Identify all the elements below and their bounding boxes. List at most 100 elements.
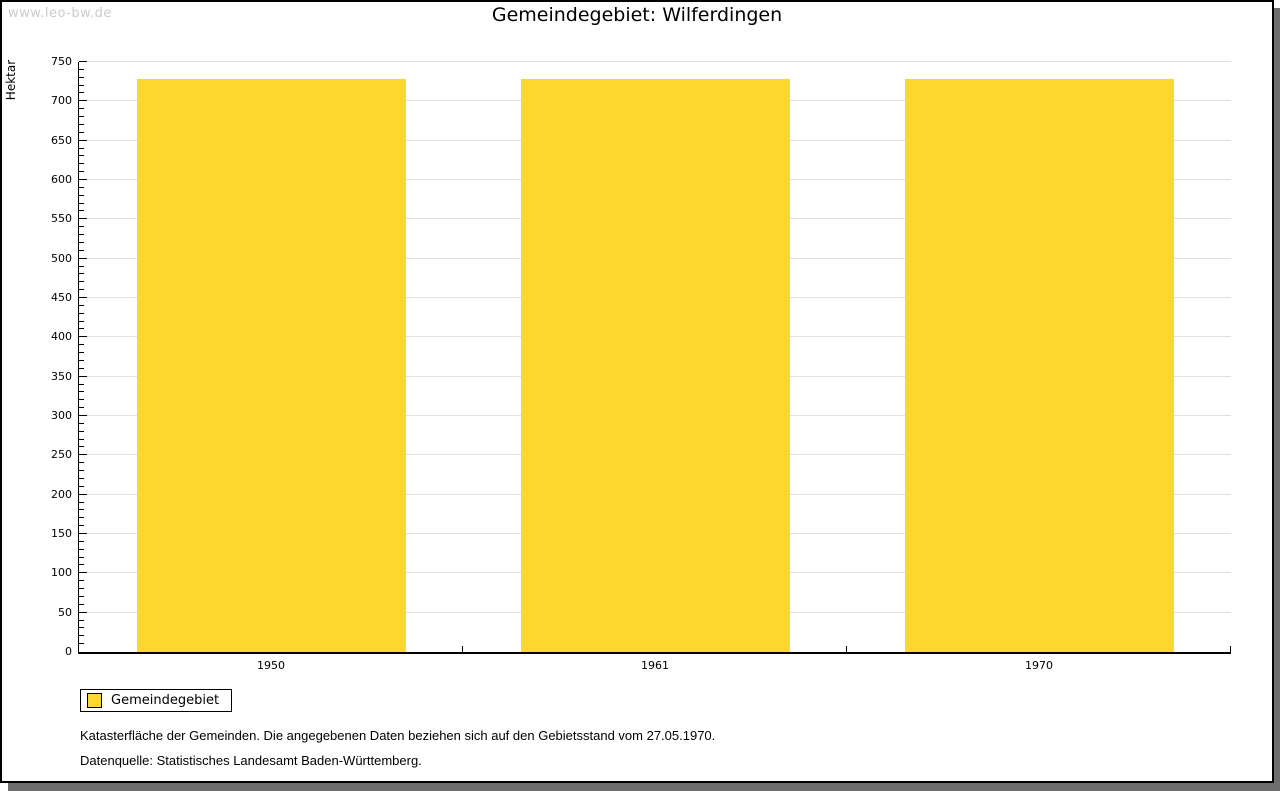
y-tick-label: 50 [58, 605, 72, 619]
x-tick-label: 1950 [257, 659, 285, 672]
shadow-right [1274, 8, 1280, 791]
y-tick-minor [79, 116, 84, 118]
y-tick-minor [79, 588, 84, 590]
y-tick-label: 250 [51, 448, 72, 462]
y-tick-major [79, 179, 87, 180]
y-tick-minor [79, 367, 84, 369]
y-tick-minor [79, 438, 84, 440]
y-tick-minor [79, 540, 84, 542]
y-tick-minor [79, 320, 84, 322]
legend-swatch [87, 693, 102, 708]
y-tick-major [79, 61, 87, 62]
y-tick-minor [79, 462, 84, 464]
y-tick-minor [79, 595, 84, 597]
bar-1970 [905, 79, 1174, 652]
y-tick-label: 200 [51, 487, 72, 501]
gridline [79, 61, 1231, 62]
bar-1950 [137, 79, 406, 652]
y-tick-label: 600 [51, 173, 72, 186]
y-tick-minor [79, 548, 84, 550]
y-tick-minor [79, 281, 84, 283]
y-tick-minor [79, 210, 84, 212]
y-tick-minor [79, 249, 84, 251]
x-tick-label: 1970 [1025, 659, 1053, 672]
y-tick-major [79, 257, 87, 259]
y-tick-minor [79, 501, 84, 503]
y-tick-minor [79, 304, 84, 306]
y-tick-label: 700 [51, 94, 72, 108]
y-tick-label: 550 [51, 212, 72, 226]
y-tick-label: 100 [51, 566, 72, 580]
y-tick-major [79, 454, 87, 456]
y-tick-label: 0 [65, 645, 72, 658]
y-tick-minor [79, 619, 84, 621]
y-tick-major [79, 336, 87, 338]
y-tick-major [79, 139, 87, 141]
y-tick-minor [79, 186, 84, 188]
y-tick-major [79, 572, 87, 574]
bar-1961 [521, 79, 790, 652]
y-tick-label: 350 [51, 369, 72, 383]
y-tick-minor [79, 635, 84, 637]
y-tick-major [79, 533, 87, 534]
y-tick-minor [79, 328, 84, 330]
y-tick-minor [79, 407, 84, 409]
footer-note: Katasterfläche der Gemeinden. Die angege… [80, 728, 716, 743]
y-tick-minor [79, 163, 84, 165]
y-tick-label: 750 [51, 55, 72, 68]
y-tick-minor [79, 383, 84, 385]
y-tick-major [79, 375, 87, 377]
x-tick-label: 1961 [641, 659, 669, 672]
y-tick-minor [79, 241, 84, 243]
y-tick-minor [79, 603, 84, 605]
y-tick-minor [79, 289, 84, 291]
y-tick-label: 400 [51, 330, 72, 344]
y-tick-label: 650 [51, 133, 72, 147]
y-tick-minor [79, 470, 84, 472]
y-tick-major [79, 611, 87, 613]
y-tick-minor [79, 155, 84, 157]
y-tick-minor [79, 92, 84, 94]
y-tick-minor [79, 509, 84, 511]
y-tick-minor [79, 627, 84, 629]
y-tick-minor [79, 446, 84, 448]
y-tick-minor [79, 273, 84, 275]
y-tick-minor [79, 525, 84, 527]
y-tick-minor [79, 352, 84, 354]
x-tick-boundary [462, 646, 463, 652]
legend-label: Gemeindegebiet [111, 693, 220, 708]
y-tick-minor [79, 359, 84, 361]
y-tick-major [79, 297, 87, 298]
y-tick-label: 300 [51, 409, 72, 422]
y-tick-minor [79, 68, 84, 70]
y-tick-minor [79, 391, 84, 393]
x-tick-boundary [1230, 646, 1231, 652]
y-tick-minor [79, 556, 84, 558]
footer-source: Datenquelle: Statistisches Landesamt Bad… [80, 753, 422, 768]
y-tick-minor [79, 226, 84, 228]
y-tick-minor [79, 564, 84, 566]
plot-area [78, 61, 1231, 654]
chart-title: Gemeindegebiet: Wilferdingen [491, 4, 783, 26]
y-tick-minor [79, 171, 84, 173]
y-tick-minor [79, 76, 84, 78]
y-tick-label: 500 [51, 251, 72, 265]
y-tick-major [79, 415, 87, 416]
legend: Gemeindegebiet [80, 689, 233, 712]
y-tick-minor [79, 234, 84, 236]
y-tick-minor [79, 84, 84, 86]
y-tick-minor [79, 194, 84, 196]
y-tick-minor [79, 643, 84, 645]
y-tick-minor [79, 312, 84, 314]
y-tick-major [79, 493, 87, 495]
y-tick-minor [79, 430, 84, 432]
watermark: www.leo-bw.de [8, 6, 112, 21]
y-tick-label: 150 [51, 527, 72, 540]
y-tick-minor [79, 485, 84, 487]
y-tick-minor [79, 265, 84, 267]
x-tick-boundary [846, 646, 847, 652]
y-tick-minor [79, 108, 84, 110]
y-tick-minor [79, 344, 84, 346]
y-tick-minor [79, 147, 84, 149]
